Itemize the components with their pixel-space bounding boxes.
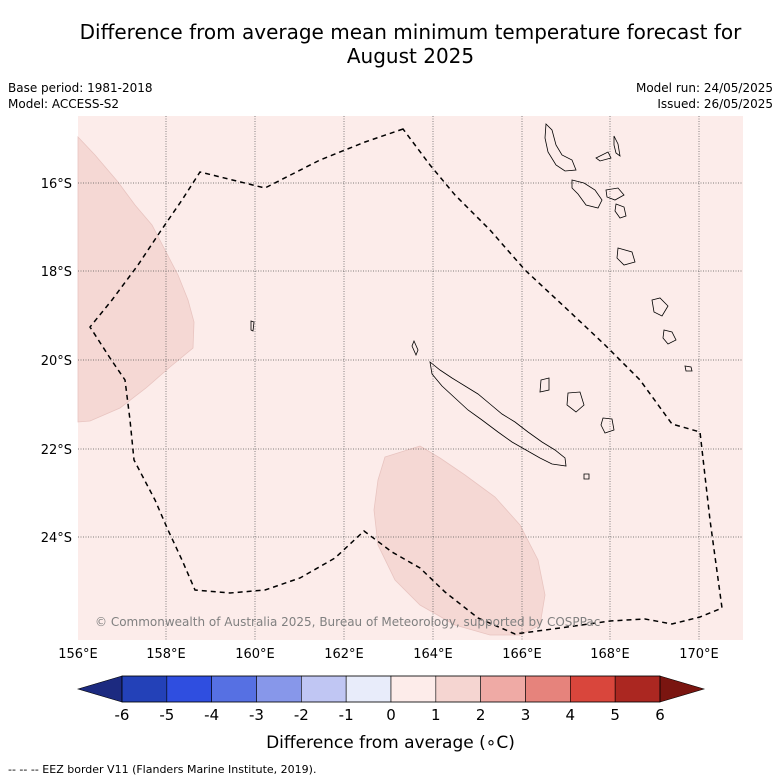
colorbar-tick-label: -6	[115, 706, 130, 724]
colorbar-cell	[480, 675, 526, 703]
lon-tick: 162°E	[324, 647, 364, 662]
base-period: Base period: 1981-2018	[8, 81, 153, 95]
lat-tick: 16°S	[41, 177, 72, 192]
colorbar-arrow-low	[76, 675, 123, 703]
colorbar-cell	[525, 675, 571, 703]
colorbar-cell	[390, 675, 437, 703]
gridlines	[78, 116, 743, 640]
title-line-2: August 2025	[346, 44, 475, 68]
lon-tick: 166°E	[502, 647, 542, 662]
colorbar-cell	[614, 675, 661, 703]
colorbar-cell	[345, 675, 392, 703]
lon-tick-labels: 156°E 158°E 160°E 162°E 164°E 166°E 168°…	[58, 647, 719, 662]
colorbar-tick-label: 6	[655, 706, 665, 724]
meta-left: Base period: 1981-2018 Model: ACCESS-S2	[8, 80, 153, 112]
colorbar-tick-label: -4	[204, 706, 219, 724]
colorbar-cell	[570, 675, 616, 703]
lon-tick: 170°E	[679, 647, 719, 662]
meta-right: Model run: 24/05/2025 Issued: 26/05/2025	[636, 80, 773, 112]
isle-of-pines	[583, 473, 590, 480]
colorbar-cell	[435, 675, 481, 703]
colorbar-tick-label: -2	[294, 706, 309, 724]
colorbar-tick-label: -1	[339, 706, 354, 724]
colorbar-tick-label: -5	[159, 706, 174, 724]
colorbar-cells	[121, 675, 661, 703]
colorbar-arrow-high	[659, 675, 706, 703]
colorbar: -6 -5 -4 -3 -2 -1 0 1 2 3 4 5 6	[76, 675, 706, 724]
colorbar-tick-label: -3	[249, 706, 264, 724]
lon-tick: 164°E	[413, 647, 453, 662]
new-caledonia-island	[429, 361, 567, 467]
colorbar-tick-label: 0	[386, 706, 396, 724]
lat-tick-labels: 16°S 18°S 20°S 22°S 24°S	[41, 177, 72, 546]
ouvea-island	[539, 377, 550, 393]
chesterfield-reef	[250, 320, 255, 332]
colorbar-tick-label: 5	[610, 706, 620, 724]
colorbar-cell	[166, 675, 212, 703]
eez-border	[89, 128, 723, 635]
colorbar-tick-label: 1	[431, 706, 441, 724]
colorbar-tick-label: 2	[476, 706, 486, 724]
colorbar-cell	[301, 675, 347, 703]
colorbar-tick-label: 4	[566, 706, 576, 724]
chart-title: Difference from average mean minimum tem…	[40, 20, 781, 68]
colorbar-tick-label: 3	[521, 706, 531, 724]
belep-islands	[411, 339, 419, 357]
lon-tick: 160°E	[235, 647, 275, 662]
lon-tick: 168°E	[590, 647, 630, 662]
lat-tick: 20°S	[41, 354, 72, 369]
lat-tick: 24°S	[41, 531, 72, 546]
lat-tick: 18°S	[41, 265, 72, 280]
colorbar-cell	[211, 675, 257, 703]
colorbar-label: Difference from average (∘C)	[266, 733, 515, 753]
lon-tick: 156°E	[58, 647, 98, 662]
colorbar-cell	[121, 675, 168, 703]
lat-tick: 22°S	[41, 443, 72, 458]
warm-patch-southcentral	[373, 445, 546, 636]
lon-tick: 158°E	[146, 647, 186, 662]
mare-island	[600, 417, 615, 434]
issued-date: Issued: 26/05/2025	[657, 97, 773, 111]
colorbar-cell	[256, 675, 302, 703]
model-name: Model: ACCESS-S2	[8, 97, 120, 111]
eez-legend-note: -- -- -- EEZ border V11 (Flanders Marine…	[8, 763, 317, 776]
copyright-notice: © Commonwealth of Australia 2025, Bureau…	[95, 615, 600, 629]
vanuatu-islands	[544, 123, 693, 372]
colorbar-ticks: -6 -5 -4 -3 -2 -1 0 1 2 3 4 5 6	[115, 706, 665, 724]
model-run: Model run: 24/05/2025	[635, 81, 773, 95]
warm-patch-west	[77, 135, 195, 423]
title-line-1: Difference from average mean minimum tem…	[79, 20, 742, 44]
lifou-island	[566, 391, 585, 413]
